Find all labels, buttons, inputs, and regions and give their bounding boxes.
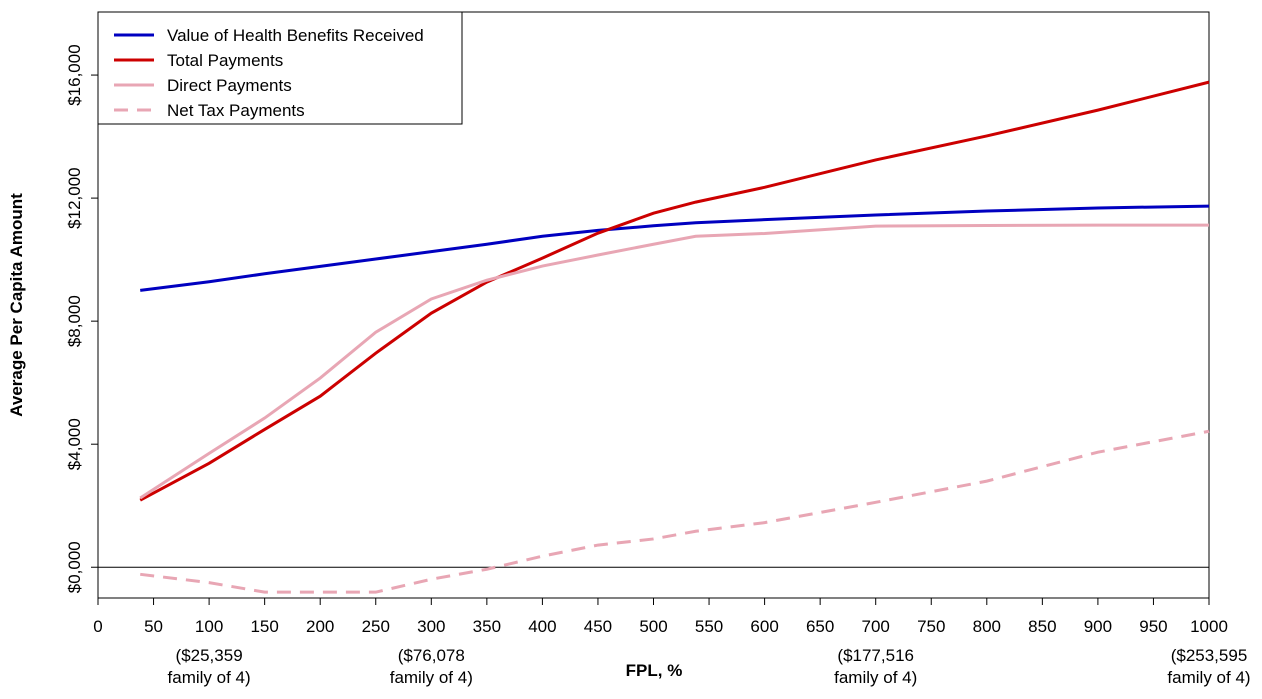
x-axis-label: FPL, % bbox=[626, 661, 683, 680]
x-tick-label: 800 bbox=[973, 617, 1001, 636]
annotation: family of 4) bbox=[390, 668, 473, 687]
series-line bbox=[140, 204, 1210, 292]
annotation: ($177,516 bbox=[837, 646, 914, 665]
x-tick-label: 550 bbox=[695, 617, 723, 636]
legend-label: Net Tax Payments bbox=[167, 101, 305, 120]
legend-box bbox=[97, 11, 463, 125]
x-tick-label: 500 bbox=[639, 617, 667, 636]
x-tick-label: 100 bbox=[195, 617, 223, 636]
x-tick-label: 600 bbox=[750, 617, 778, 636]
x-tick-label: 200 bbox=[306, 617, 334, 636]
x-tick-label: 50 bbox=[144, 617, 163, 636]
x-tick-label: 150 bbox=[250, 617, 278, 636]
annotation: family of 4) bbox=[1167, 668, 1250, 687]
x-tick-label: 400 bbox=[528, 617, 556, 636]
x-tick-label: 1000 bbox=[1190, 617, 1228, 636]
x-tick-label: 0 bbox=[93, 617, 102, 636]
x-tick-label: 750 bbox=[917, 617, 945, 636]
x-tick-label: 700 bbox=[862, 617, 890, 636]
x-tick-label: 250 bbox=[362, 617, 390, 636]
legend-label: Value of Health Benefits Received bbox=[167, 26, 424, 45]
y-tick-label: $12,000 bbox=[65, 167, 84, 228]
y-tick-label: $4,000 bbox=[65, 418, 84, 470]
x-tick-label: 900 bbox=[1084, 617, 1112, 636]
legend-label: Direct Payments bbox=[167, 76, 292, 95]
x-tick-label: 450 bbox=[584, 617, 612, 636]
y-tick-label: $8,000 bbox=[65, 295, 84, 347]
legend-label: Total Payments bbox=[167, 51, 283, 70]
series-line bbox=[140, 429, 1210, 594]
annotation: ($76,078 bbox=[398, 646, 465, 665]
y-tick-label: $16,000 bbox=[65, 44, 84, 105]
series-line bbox=[139, 80, 1210, 502]
y-tick-label: $0,000 bbox=[65, 541, 84, 593]
series-line bbox=[139, 223, 1209, 500]
y-axis-label: Average Per Capita Amount bbox=[7, 193, 26, 417]
annotation: ($253,595 bbox=[1171, 646, 1248, 665]
x-tick-label: 950 bbox=[1139, 617, 1167, 636]
x-tick-label: 650 bbox=[806, 617, 834, 636]
x-tick-label: 850 bbox=[1028, 617, 1056, 636]
annotation: family of 4) bbox=[168, 668, 251, 687]
legend: Value of Health Benefits Received Total P… bbox=[97, 11, 463, 125]
annotation: family of 4) bbox=[834, 668, 917, 687]
annotation: ($25,359 bbox=[176, 646, 243, 665]
x-tick-label: 350 bbox=[473, 617, 501, 636]
x-tick-label: 300 bbox=[417, 617, 445, 636]
